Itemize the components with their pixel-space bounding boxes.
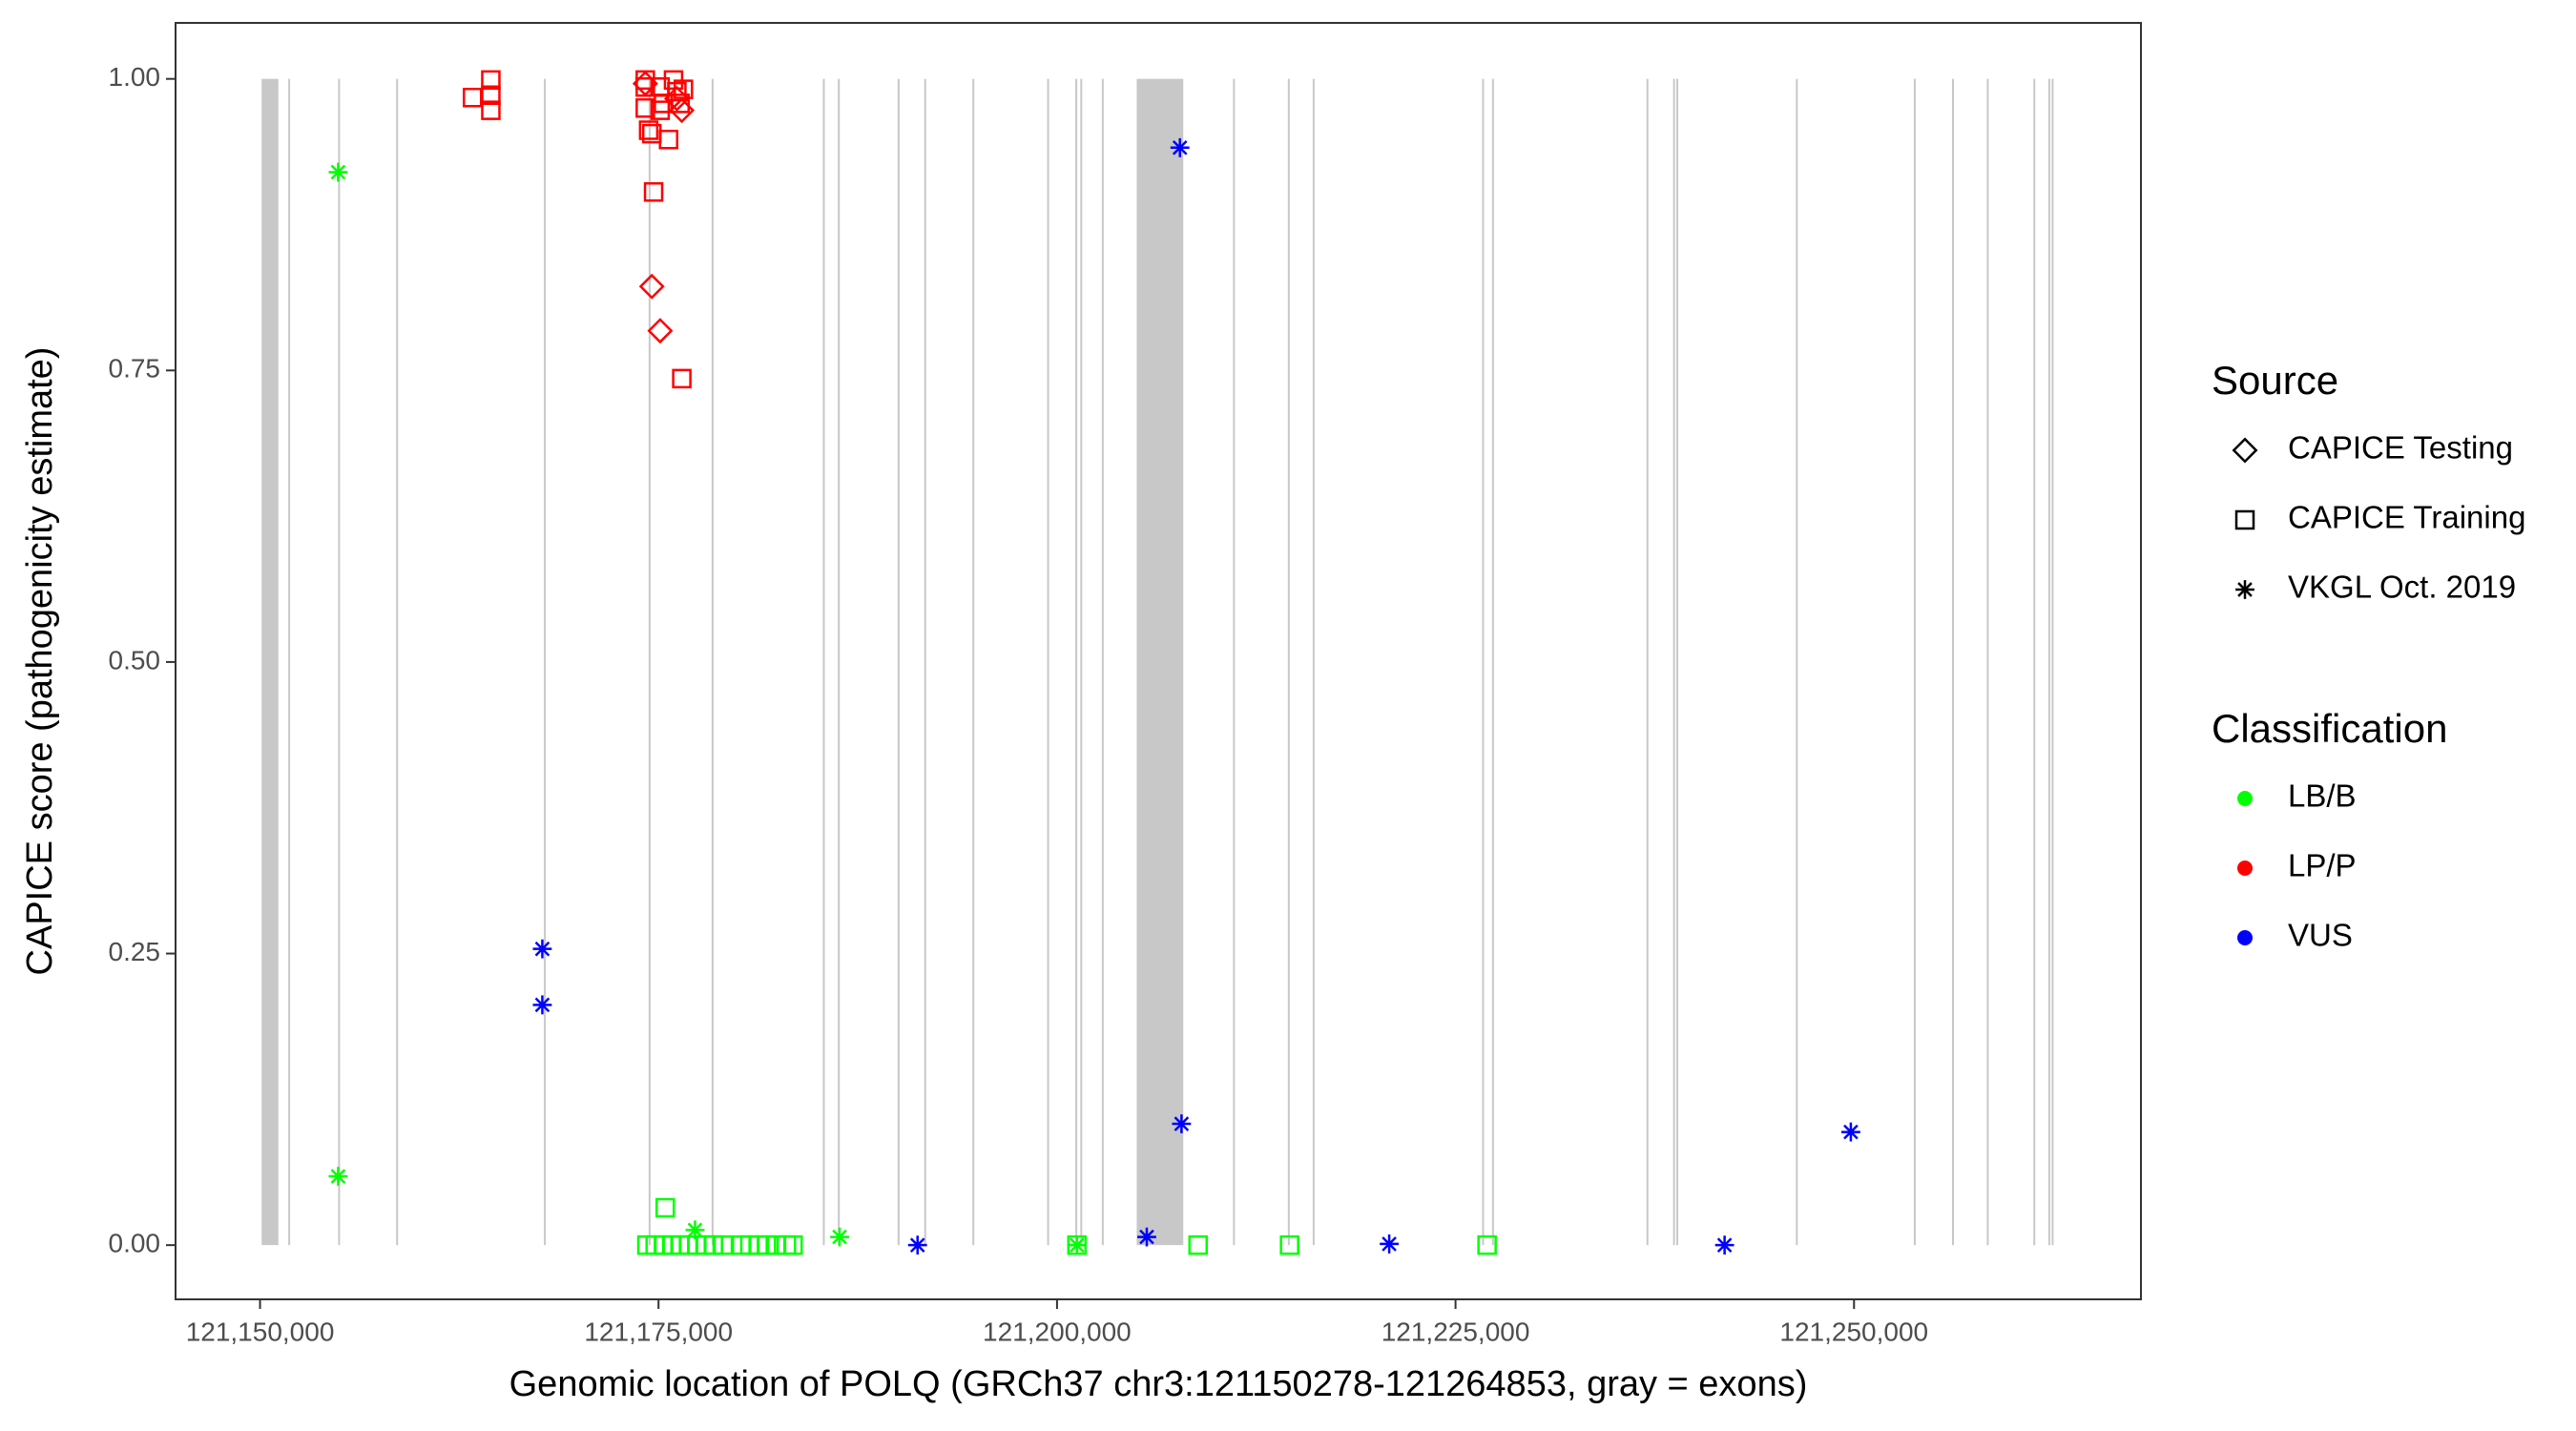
legend-label: VUS	[2288, 918, 2353, 953]
exon	[822, 78, 825, 1246]
legend-label: LB/B	[2288, 778, 2357, 814]
point	[663, 70, 684, 91]
exon	[1646, 78, 1649, 1246]
exon	[972, 78, 975, 1246]
y-tick-label: 0.50	[109, 645, 161, 674]
x-tick-label: 121,175,000	[584, 1317, 733, 1346]
point	[830, 1227, 849, 1247]
point	[638, 120, 659, 140]
point	[647, 318, 674, 344]
point	[638, 273, 665, 300]
exon	[1491, 78, 1494, 1246]
legend-symbol	[2235, 580, 2254, 599]
point	[1714, 1235, 1735, 1255]
y-tick-label: 0.25	[109, 937, 161, 966]
exon	[711, 78, 714, 1246]
legend-title: Source	[2212, 358, 2338, 403]
x-tick-label: 121,150,000	[186, 1317, 335, 1346]
point	[782, 1234, 803, 1255]
exon	[1796, 78, 1798, 1246]
exon	[1136, 78, 1184, 1246]
point	[654, 1197, 675, 1218]
y-axis-title: CAPICE score (pathogenicity estimate)	[20, 347, 60, 976]
point	[907, 1235, 927, 1255]
legend-symbol	[2232, 437, 2258, 464]
point	[650, 100, 671, 120]
point	[532, 995, 552, 1015]
legend-label: LP/P	[2288, 848, 2357, 883]
exon	[897, 78, 900, 1246]
point	[532, 939, 552, 959]
x-tick-label: 121,200,000	[983, 1317, 1132, 1346]
exon	[924, 78, 926, 1246]
point	[632, 71, 658, 97]
y-tick-label: 0.00	[109, 1229, 161, 1258]
point	[481, 100, 501, 120]
exon	[1952, 78, 1955, 1246]
exon	[1101, 78, 1104, 1246]
exon	[1312, 78, 1315, 1246]
point	[672, 368, 692, 389]
x-axis-title: Genomic location of POLQ (GRCh37 chr3:12…	[509, 1364, 1808, 1404]
point	[328, 1167, 348, 1186]
point	[328, 162, 348, 182]
exon	[1080, 78, 1083, 1246]
exon	[1482, 78, 1485, 1246]
point	[1172, 1114, 1192, 1133]
exon	[1075, 78, 1078, 1246]
exon	[1986, 78, 1989, 1246]
exon	[648, 78, 651, 1246]
exon	[1287, 78, 1290, 1246]
x-tick-label: 121,225,000	[1381, 1317, 1530, 1346]
point	[1170, 137, 1190, 157]
point	[658, 129, 679, 150]
exon	[338, 78, 341, 1246]
point	[1380, 1234, 1399, 1254]
legend-label: CAPICE Training	[2288, 500, 2525, 535]
exon	[2033, 78, 2036, 1246]
exon	[2047, 78, 2050, 1246]
exon	[838, 78, 841, 1246]
exon	[261, 78, 279, 1246]
point	[1279, 1234, 1299, 1255]
point	[1477, 1234, 1497, 1255]
exon	[1233, 78, 1236, 1246]
point	[674, 79, 694, 99]
legend-symbol	[2234, 509, 2255, 530]
point	[643, 182, 664, 202]
exon	[288, 78, 291, 1246]
y-tick-label: 0.75	[109, 354, 161, 384]
point	[1188, 1234, 1209, 1255]
exon	[2051, 78, 2054, 1246]
y-tick-label: 1.00	[109, 62, 161, 92]
exon	[544, 78, 547, 1246]
legend-symbol	[2237, 861, 2253, 876]
exon	[1675, 78, 1678, 1246]
legend-title: Classification	[2212, 706, 2447, 751]
legend-symbol	[2237, 791, 2253, 806]
exon	[1047, 78, 1049, 1246]
point	[635, 97, 655, 118]
legend-label: CAPICE Testing	[2288, 430, 2513, 466]
legend-symbol	[2237, 930, 2253, 945]
point	[685, 1220, 705, 1240]
point	[1067, 1234, 1088, 1255]
exon	[396, 78, 399, 1246]
point	[663, 85, 690, 112]
x-tick-label: 121,250,000	[1779, 1317, 1928, 1346]
exon	[1672, 78, 1675, 1246]
exon	[1913, 78, 1916, 1246]
point	[1137, 1227, 1156, 1247]
point	[1841, 1122, 1860, 1142]
point	[1067, 1235, 1087, 1255]
legend-label: VKGL Oct. 2019	[2288, 570, 2516, 605]
